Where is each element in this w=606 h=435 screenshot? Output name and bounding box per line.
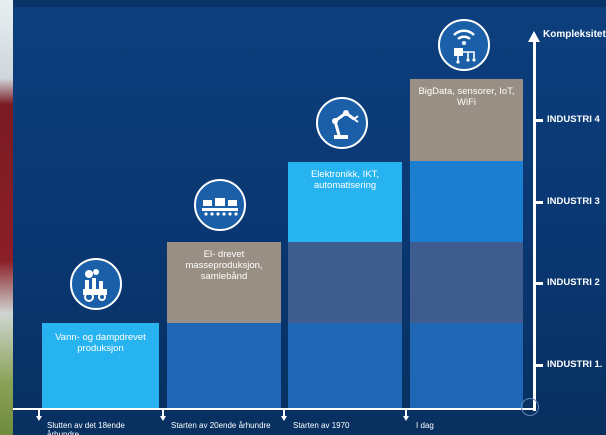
time-tick-arrow-3	[281, 416, 287, 421]
industry-staircase-diagram: Vann- og dampdrevet produksjon El- dreve…	[13, 7, 606, 435]
step-bar-1: Vann- og dampdrevet produksjon	[42, 323, 159, 408]
step-bar-2: El- drevet masseproduksjon, samlebånd	[167, 242, 281, 408]
time-tick-1	[38, 409, 40, 417]
complexity-axis-title: Kompleksitet	[543, 29, 606, 40]
step-3-highlight	[288, 162, 402, 242]
time-tick-arrow-2	[160, 416, 166, 421]
time-tick-arrow-1	[36, 416, 42, 421]
level-tick-3	[534, 201, 543, 204]
level-label-1: INDUSTRI 1.	[547, 359, 603, 370]
step-2-highlight	[167, 242, 281, 323]
time-axis	[13, 408, 534, 410]
step-4-text: BigData, sensorer, IoT, WiFi	[418, 86, 515, 108]
time-label-3: Starten av 1970	[293, 421, 350, 430]
step-3-level-1	[288, 323, 402, 408]
conveyor-belt-icon	[194, 179, 246, 231]
step-4-level-2	[410, 242, 523, 323]
time-tick-arrow-4	[403, 416, 409, 421]
complexity-axis	[533, 39, 536, 411]
level-tick-2	[534, 282, 543, 285]
step-1-highlight	[42, 323, 159, 408]
level-tick-4	[534, 119, 543, 122]
level-label-3: INDUSTRI 3	[547, 196, 600, 207]
time-label-2: Starten av 20ende århundre	[171, 421, 271, 430]
step-bar-4: BigData, sensorer, IoT, WiFi	[410, 79, 523, 408]
step-4-highlight	[410, 79, 523, 161]
background-photo-strip	[0, 0, 13, 435]
time-tick-3	[283, 409, 285, 417]
time-label-4: I dag	[416, 421, 434, 430]
level-label-2: INDUSTRI 2	[547, 277, 600, 288]
complexity-axis-arrow	[528, 31, 540, 42]
step-2-text: El- drevet masseproduksjon, samlebånd	[185, 249, 263, 282]
step-2-level-1	[167, 323, 281, 408]
level-label-4: INDUSTRI 4	[547, 114, 600, 125]
step-3-level-2	[288, 242, 402, 323]
robot-arm-icon	[316, 97, 368, 149]
step-bar-3: Elektronikk, IKT, automatisering	[288, 162, 402, 408]
time-tick-4	[405, 409, 407, 417]
wifi-circuit-icon	[438, 19, 490, 71]
level-tick-1	[534, 364, 543, 367]
step-4-level-1	[410, 323, 523, 408]
axis-origin-marker	[521, 398, 539, 416]
step-3-text: Elektronikk, IKT, automatisering	[310, 169, 380, 191]
tractor-factory-icon	[70, 258, 122, 310]
step-1-text: Vann- og dampdrevet produksjon	[55, 332, 146, 354]
step-4-level-3	[410, 161, 523, 242]
time-tick-2	[162, 409, 164, 417]
time-label-1: Slutten av det 18ende århundre	[47, 421, 125, 435]
